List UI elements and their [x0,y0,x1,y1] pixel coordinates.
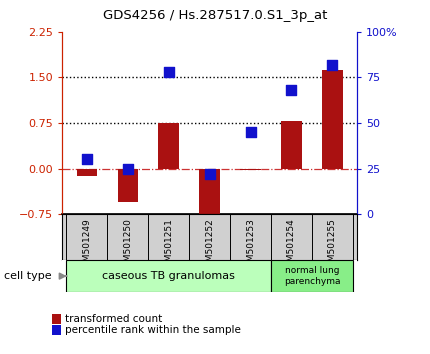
Text: GSM501254: GSM501254 [287,218,296,273]
Bar [77,169,97,177]
Bar [281,121,302,169]
Point [247,129,254,135]
Point [206,171,213,177]
Text: percentile rank within the sample: percentile rank within the sample [65,325,241,335]
Point [288,87,295,93]
Text: GSM501249: GSM501249 [83,218,92,273]
Text: cell type: cell type [4,271,52,281]
Bar [322,70,343,169]
Text: transformed count: transformed count [65,314,163,324]
Text: GSM501255: GSM501255 [328,218,337,273]
Text: GSM501250: GSM501250 [123,218,132,273]
Text: GSM501251: GSM501251 [164,218,173,273]
Bar [117,169,138,202]
Bar [159,123,179,169]
Bar [271,260,353,292]
Point [329,62,336,68]
Bar [240,169,261,170]
Point [124,166,131,171]
Text: GSM501253: GSM501253 [246,218,255,273]
Text: GDS4256 / Hs.287517.0.S1_3p_at: GDS4256 / Hs.287517.0.S1_3p_at [103,9,327,22]
Text: GSM501252: GSM501252 [205,218,214,273]
Point [165,69,172,75]
Bar [67,260,271,292]
Bar [200,169,220,218]
Point [83,156,90,162]
Text: caseous TB granulomas: caseous TB granulomas [102,271,235,281]
Text: normal lung
parenchyma: normal lung parenchyma [284,266,340,286]
